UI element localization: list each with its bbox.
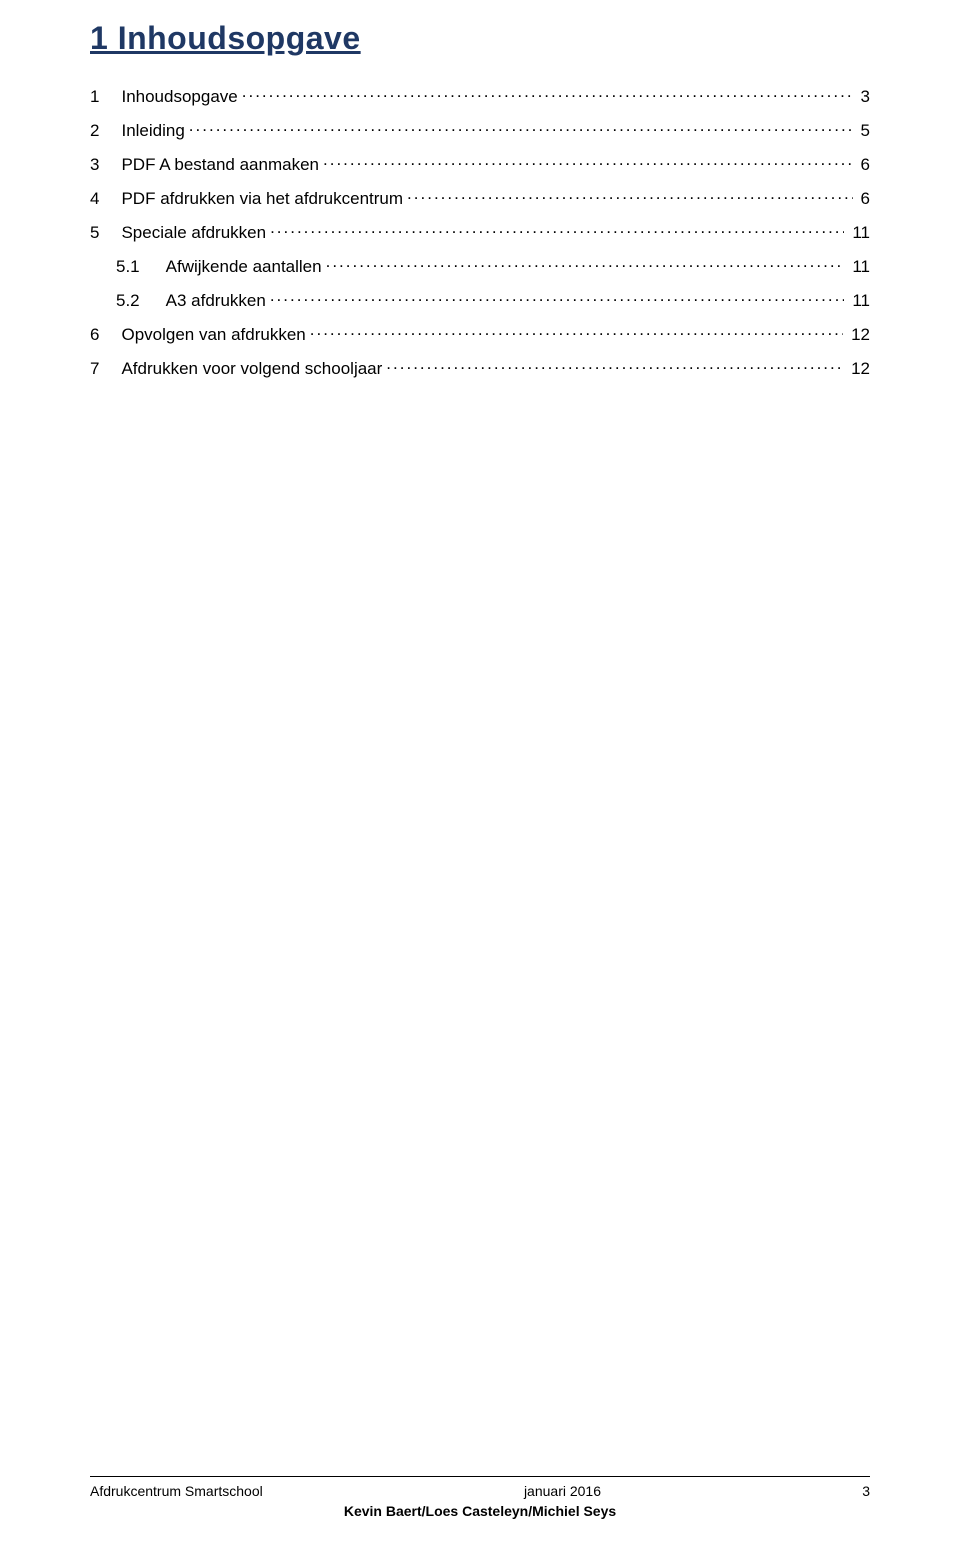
toc-entry-number: 2 — [90, 121, 99, 141]
document-title: 1 Inhoudsopgave — [90, 20, 870, 57]
toc-entry-page: 12 — [851, 325, 870, 345]
page-footer: Afdrukcentrum Smartschool januari 2016 3… — [90, 1476, 870, 1519]
toc-entry-label: Inhoudsopgave — [121, 87, 237, 107]
toc-entry: 6 Opvolgen van afdrukken 12 — [90, 323, 870, 345]
toc-leader — [323, 153, 853, 170]
toc-entry-label: Opvolgen van afdrukken — [121, 325, 305, 345]
footer-center: januari 2016 — [524, 1483, 601, 1499]
toc-entry: 7 Afdrukken voor volgend schooljaar 12 — [90, 357, 870, 379]
toc-entry-page: 11 — [852, 291, 870, 311]
footer-line-1: Afdrukcentrum Smartschool januari 2016 3 — [90, 1483, 870, 1499]
toc-entry: 3 PDF A bestand aanmaken 6 — [90, 153, 870, 175]
toc-entry-number: 7 — [90, 359, 99, 379]
toc-entry-label: Inleiding — [121, 121, 184, 141]
footer-right-page-number: 3 — [862, 1483, 870, 1499]
toc-entry-number: 3 — [90, 155, 99, 175]
toc-entry: 4 PDF afdrukken via het afdrukcentrum 6 — [90, 187, 870, 209]
toc-entry-label: A3 afdrukken — [166, 291, 266, 311]
toc-entry-label: Afdrukken voor volgend schooljaar — [121, 359, 382, 379]
toc-leader — [310, 323, 843, 340]
toc-entry-page: 11 — [852, 257, 870, 277]
toc-entry-label: PDF A bestand aanmaken — [121, 155, 319, 175]
toc-entry-page: 3 — [861, 87, 870, 107]
toc-entry-page: 6 — [861, 155, 870, 175]
toc-entry-number: 1 — [90, 87, 99, 107]
toc-entry-number: 5 — [90, 223, 99, 243]
toc-entry: 2 Inleiding 5 — [90, 119, 870, 141]
toc-entry: 5 Speciale afdrukken 11 — [90, 221, 870, 243]
toc-entry-page: 5 — [861, 121, 870, 141]
toc-entry-number: 6 — [90, 325, 99, 345]
page-content: 1 Inhoudsopgave 1 Inhoudsopgave 3 2 Inle… — [0, 0, 960, 379]
toc-leader — [242, 85, 853, 102]
toc-entry: 5.2 A3 afdrukken 11 — [90, 289, 870, 311]
footer-separator — [90, 1476, 870, 1477]
toc-entry: 1 Inhoudsopgave 3 — [90, 85, 870, 107]
toc-leader — [326, 255, 845, 272]
toc-leader — [407, 187, 852, 204]
table-of-contents: 1 Inhoudsopgave 3 2 Inleiding 5 3 PDF A … — [90, 85, 870, 379]
toc-entry-page: 6 — [861, 189, 870, 209]
toc-leader — [270, 289, 845, 306]
toc-entry-page: 11 — [852, 223, 870, 243]
footer-left: Afdrukcentrum Smartschool — [90, 1483, 263, 1499]
footer-byline: Kevin Baert/Loes Casteleyn/Michiel Seys — [90, 1503, 870, 1519]
toc-leader — [386, 357, 843, 374]
toc-entry-label: Afwijkende aantallen — [166, 257, 322, 277]
toc-entry-number: 4 — [90, 189, 99, 209]
toc-entry-label: Speciale afdrukken — [121, 223, 266, 243]
toc-entry-number: 5.1 — [116, 257, 140, 277]
toc-entry-page: 12 — [851, 359, 870, 379]
toc-leader — [189, 119, 853, 136]
toc-leader — [270, 221, 844, 238]
toc-entry-label: PDF afdrukken via het afdrukcentrum — [121, 189, 403, 209]
toc-entry-number: 5.2 — [116, 291, 140, 311]
toc-entry: 5.1 Afwijkende aantallen 11 — [90, 255, 870, 277]
